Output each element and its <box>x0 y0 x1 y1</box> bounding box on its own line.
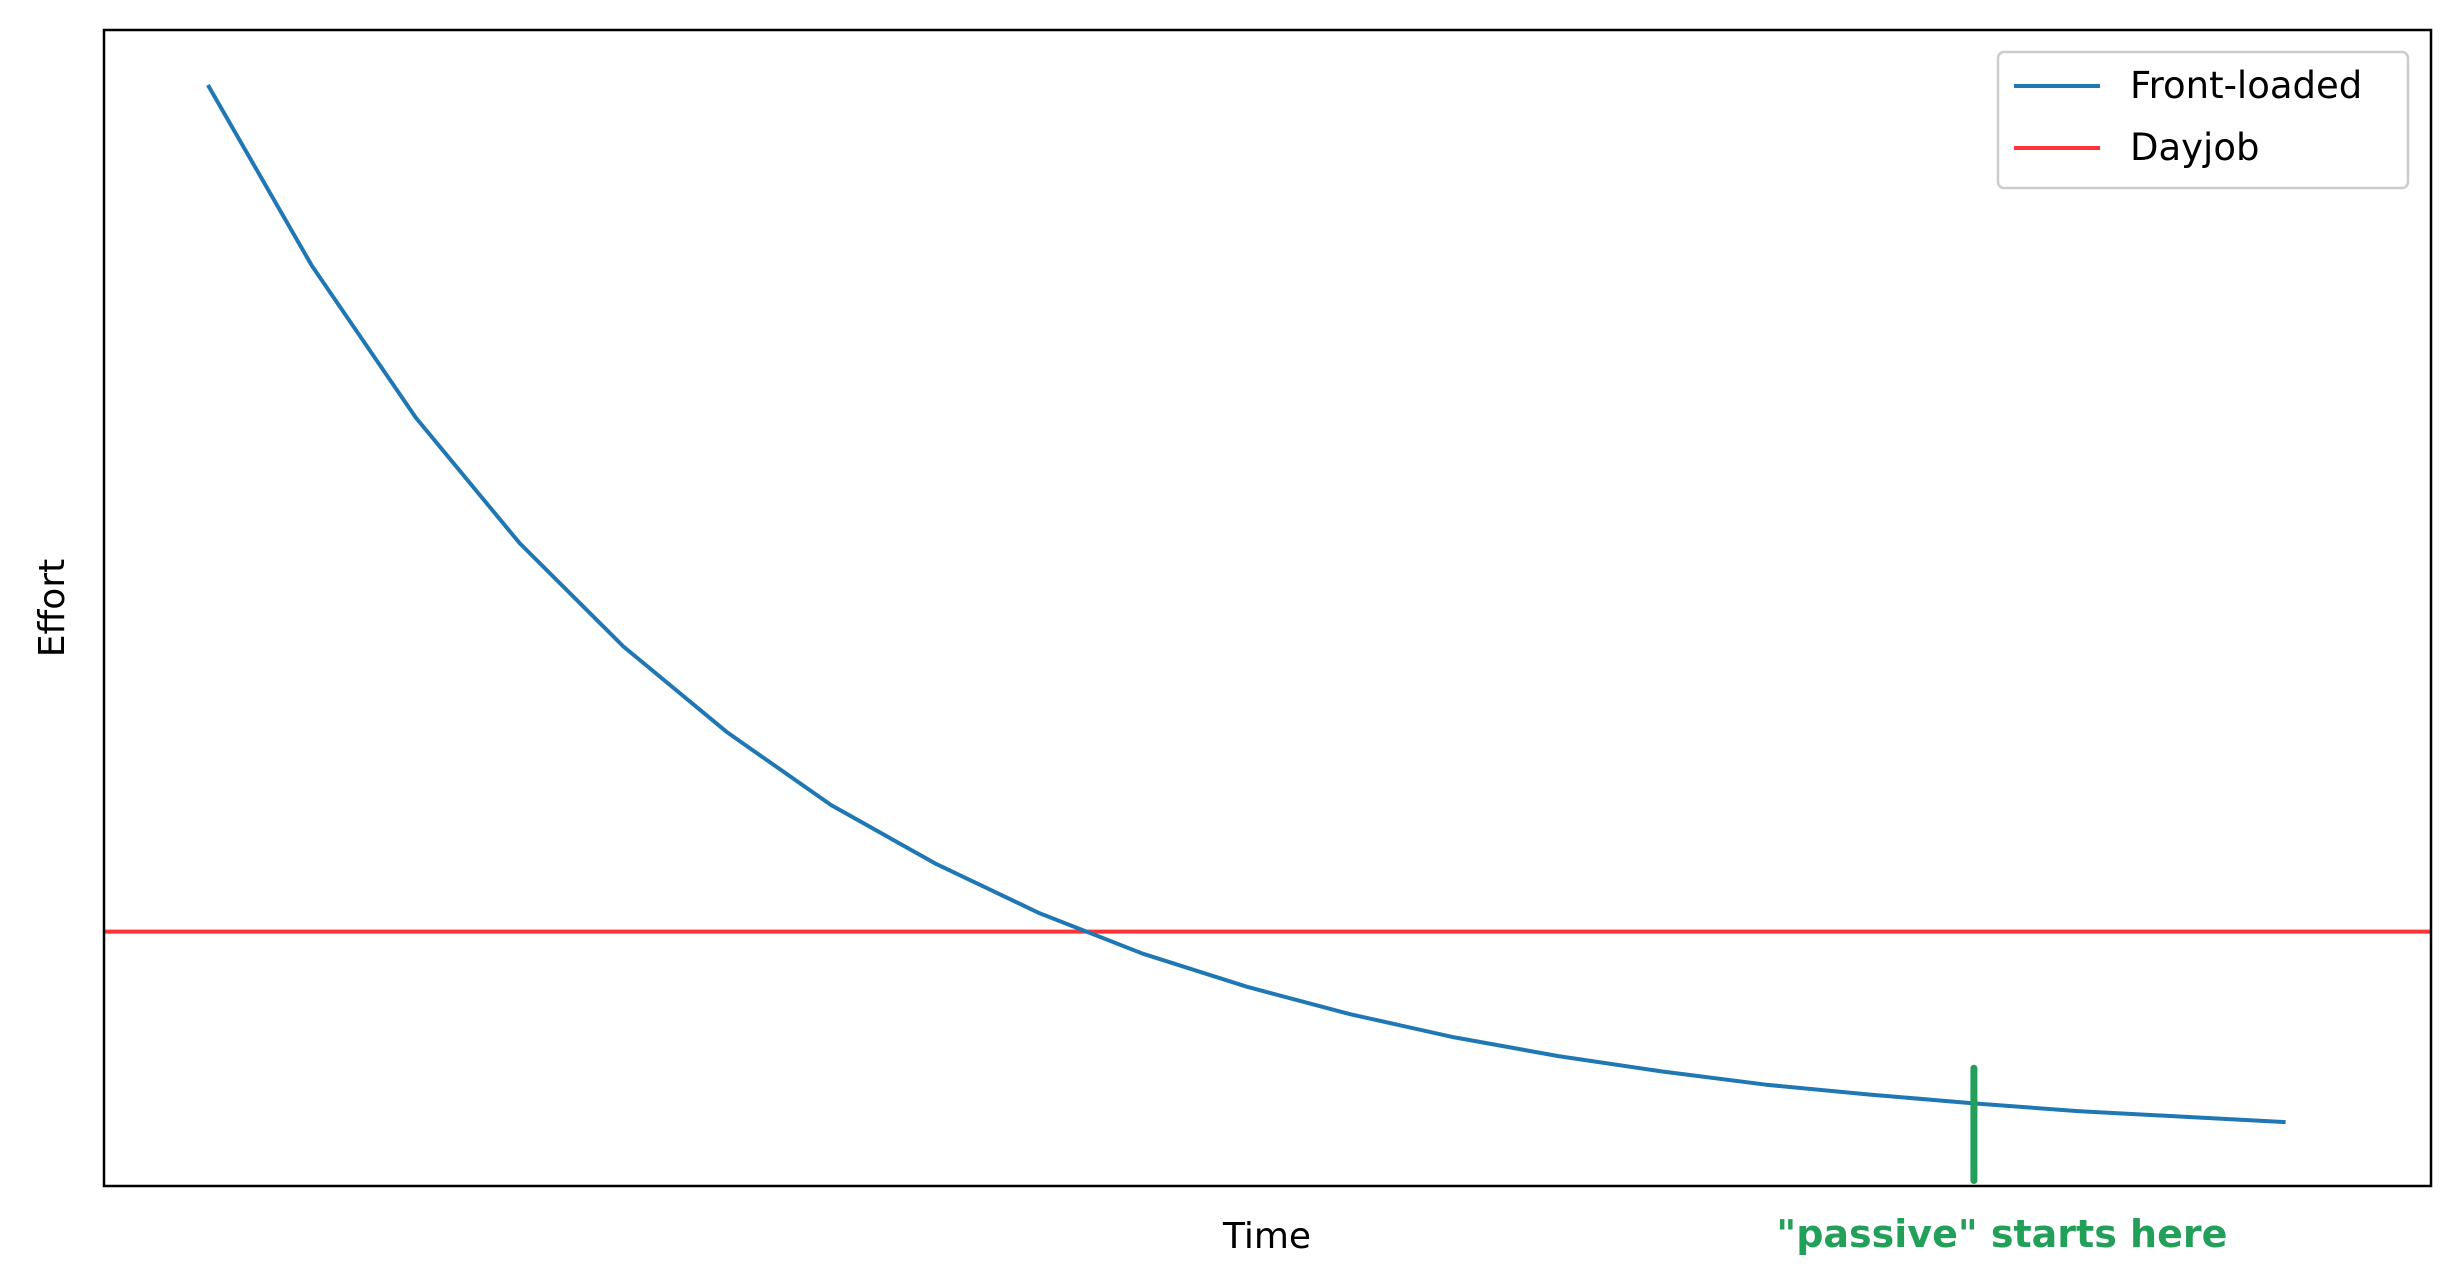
legend-label-front-loaded: Front-loaded <box>2130 64 2362 107</box>
front-loaded-line <box>206 84 2286 1125</box>
legend-box <box>1996 50 2410 190</box>
legend-label-dayjob: Dayjob <box>2130 126 2259 169</box>
plot-area <box>104 30 2431 1186</box>
legend: Front-loaded Dayjob <box>1996 50 2410 190</box>
passive-annotation-label: "passive" starts here <box>1776 1212 2227 1256</box>
plot-frame <box>102 28 2433 1188</box>
x-axis-label: Time <box>1222 1216 1311 1257</box>
chart-marks <box>104 84 2431 1184</box>
y-axis-label: Effort <box>32 559 73 658</box>
